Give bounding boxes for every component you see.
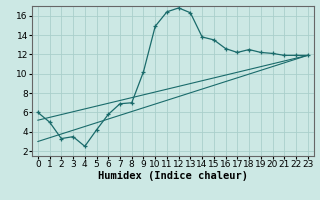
X-axis label: Humidex (Indice chaleur): Humidex (Indice chaleur) <box>98 171 248 181</box>
